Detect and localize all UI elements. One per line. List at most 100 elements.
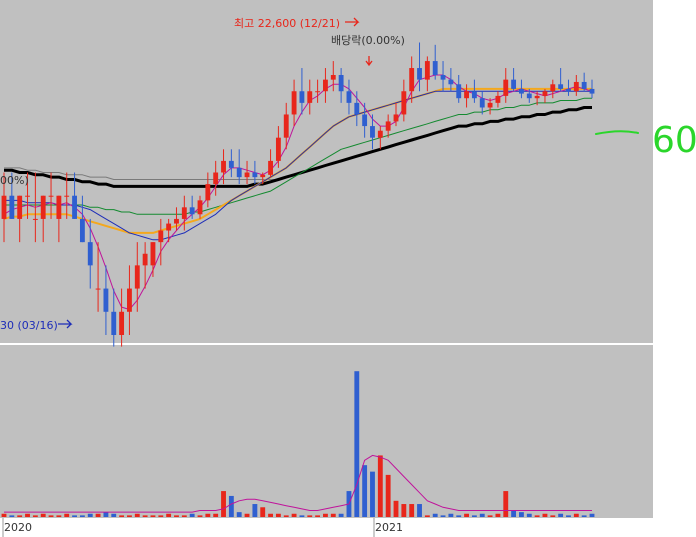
candle-body [542,91,548,96]
candle-body [377,130,383,138]
volume-bar [315,515,321,517]
candle-body [87,242,93,266]
volume-bar [236,512,242,517]
volume-bar [432,513,438,517]
volume-bar [299,515,305,517]
candle-body [17,195,23,219]
candle-body [526,93,532,99]
volume-bar [550,515,556,517]
volume-panel-bg [0,345,653,518]
candle-body [354,102,360,115]
volume-bar [244,513,250,517]
candle-body [566,88,571,92]
candle-body [338,75,344,92]
volume-bar [589,513,595,517]
volume-bar [228,495,234,517]
candle-body [385,121,391,131]
x-axis-bar [0,518,653,537]
candle-body [79,218,85,243]
volume-bar [25,513,30,517]
candle-body [252,172,258,178]
volume-bar [385,474,391,517]
volume-bar [221,491,226,517]
candle-body [581,81,587,89]
candle-body [268,160,273,175]
candle-body [142,253,148,266]
low-arrow-icon [58,319,73,329]
left-pct-label: 00%) [0,174,29,187]
ma-line-ma-120 [4,97,592,215]
volume-bar [205,513,211,517]
volume-bar [417,504,422,517]
candle-body [487,102,493,108]
volume-bar [573,513,579,517]
candle-body [103,288,109,312]
candle-body [111,311,117,335]
candle-body [534,95,540,99]
volume-bar [127,515,132,517]
candle-body [479,98,485,108]
candle-body [330,75,336,80]
candle-body [56,195,62,219]
candle-body [197,200,203,215]
candle-body [573,81,579,92]
candle-body [40,195,46,219]
volume-bar [581,515,587,517]
volume-bar [409,504,415,517]
volume-bar [87,513,93,517]
ma-line-ma-5 [3,74,593,310]
candle-body [1,195,7,219]
candle-body [291,91,297,115]
candle-body [95,288,101,290]
ma-line-ma-240 [4,106,592,188]
candle-body [166,223,172,231]
volume-bar [166,513,172,517]
candle-body [417,68,422,80]
dividend-label: 배당락(0.00%) [331,34,405,47]
candle-body [25,195,30,197]
volume-bar [526,513,532,517]
volume-bar [9,515,15,517]
volume-bar [158,515,164,517]
volume-bar [32,515,38,517]
volume-bar [268,513,273,517]
volume-bar [534,515,540,517]
candle-body [464,91,469,99]
volume-bar [354,371,360,517]
volume-bar [471,515,477,517]
volume-bar [48,515,54,517]
candle-body [370,126,375,138]
candle-body [134,265,140,289]
candle-body [448,79,454,85]
volume-bar [119,515,125,517]
volume-bar [213,513,219,517]
candle-body [32,218,38,220]
volume-bar [260,507,266,517]
volume-ma-line [4,454,592,513]
candle-body [205,184,211,201]
volume-bar [197,515,203,517]
volume-bar [330,513,336,517]
volume-bar [95,513,101,517]
candle-body [503,79,509,96]
candle-body [119,311,125,335]
candlesticks [1,42,595,347]
candle-body [244,172,250,178]
candle-body [362,114,368,127]
volume-bar [150,515,156,517]
volume-bar [362,465,368,517]
volume-bar [393,500,399,517]
candle-body [346,91,352,103]
candle-body [440,75,446,80]
volume-bar [283,515,289,517]
candle-body [409,68,415,92]
volume-bar [448,513,454,517]
candle-body [174,218,179,224]
volume-bar [401,504,407,517]
candle-body [48,195,54,197]
volume-bar [174,515,179,517]
candle-body [589,88,595,94]
volume-bar [495,513,501,517]
price-panel-bg [0,0,653,343]
